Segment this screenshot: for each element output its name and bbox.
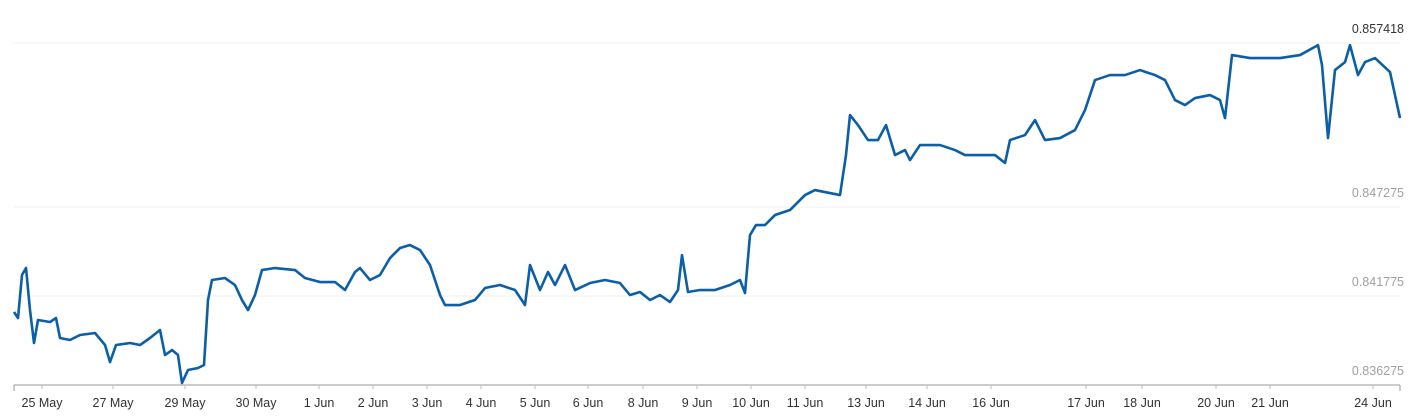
x-tick-label: 9 Jun bbox=[682, 396, 713, 410]
x-tick-label: 16 Jun bbox=[972, 396, 1010, 410]
x-tick-label: 14 Jun bbox=[908, 396, 946, 410]
x-tick-label: 20 Jun bbox=[1197, 396, 1235, 410]
x-tick-label: 2 Jun bbox=[358, 396, 389, 410]
x-tick-label: 24 Jun bbox=[1354, 396, 1392, 410]
x-tick-label: 4 Jun bbox=[466, 396, 497, 410]
y-tick-label: 0.841775 bbox=[1352, 275, 1404, 289]
series-line bbox=[12, 43, 1402, 385]
x-tick-label: 27 May bbox=[93, 396, 135, 410]
x-tick-label: 1 Jun bbox=[304, 396, 335, 410]
y-tick-label: 0.857418 bbox=[1352, 22, 1404, 36]
x-tick-label: 11 Jun bbox=[787, 396, 824, 410]
x-tick-label: 30 May bbox=[236, 396, 278, 410]
y-tick-label: 0.836275 bbox=[1352, 364, 1404, 378]
x-tick-label: 17 Jun bbox=[1067, 396, 1105, 410]
x-tick-label: 6 Jun bbox=[573, 396, 604, 410]
x-tick-label: 13 Jun bbox=[847, 396, 885, 410]
x-tick-label: 8 Jun bbox=[628, 396, 659, 410]
x-tick-label: 18 Jun bbox=[1123, 396, 1161, 410]
x-tick-label: 25 May bbox=[22, 396, 64, 410]
x-tick-label: 5 Jun bbox=[520, 396, 551, 410]
y-tick-label: 0.847275 bbox=[1352, 186, 1404, 200]
x-tick-label: 3 Jun bbox=[412, 396, 443, 410]
x-tick-label: 29 May bbox=[165, 396, 207, 410]
x-tick-label: 21 Jun bbox=[1251, 396, 1289, 410]
x-tick-label: 10 Jun bbox=[732, 396, 770, 410]
